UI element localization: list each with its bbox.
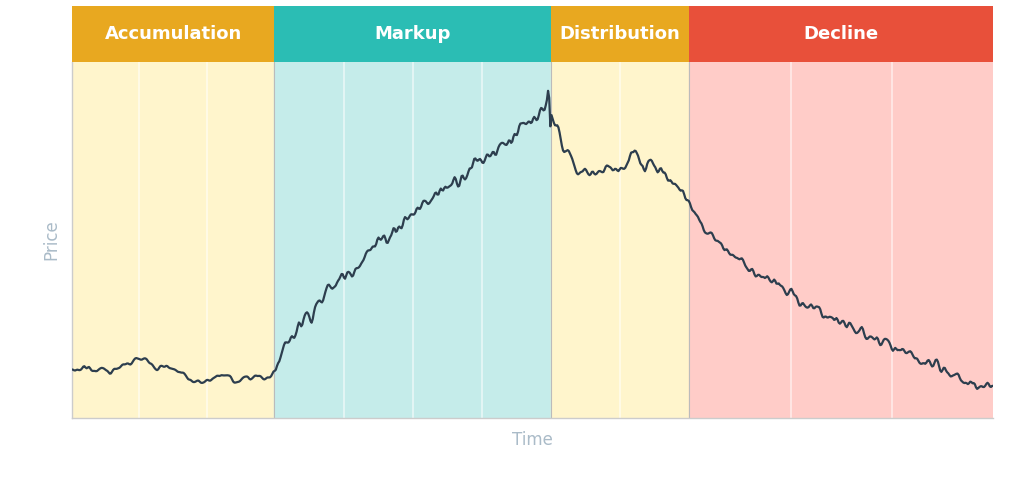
Text: Decline: Decline [804, 25, 879, 43]
Text: Markup: Markup [375, 25, 451, 43]
Bar [72, 62, 274, 418]
Text: Distribution: Distribution [560, 25, 680, 43]
Y-axis label: Price: Price [43, 220, 60, 260]
Bar [551, 62, 689, 418]
X-axis label: Time: Time [512, 432, 553, 449]
Bar [689, 62, 993, 418]
Text: Accumulation: Accumulation [104, 25, 242, 43]
Bar [274, 62, 551, 418]
